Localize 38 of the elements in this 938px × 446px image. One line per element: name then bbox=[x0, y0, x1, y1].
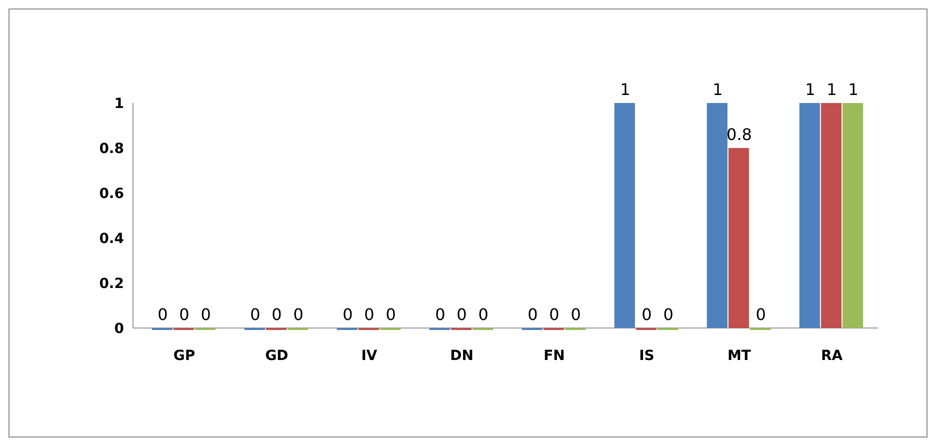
x-tick-label: DN bbox=[450, 348, 474, 364]
y-tick-label: 0.4 bbox=[99, 231, 124, 247]
x-tick-label: IS bbox=[639, 348, 654, 364]
data-label: 0 bbox=[663, 305, 674, 324]
data-label: 0 bbox=[478, 305, 488, 324]
x-tick-label: FN bbox=[544, 348, 565, 364]
data-label: 1 bbox=[712, 80, 723, 99]
data-label: 0 bbox=[642, 305, 652, 324]
x-tick-label: IV bbox=[361, 348, 378, 364]
data-label: 0 bbox=[570, 305, 581, 324]
y-tick-label: 1 bbox=[114, 96, 124, 112]
y-tick-label: 0.2 bbox=[99, 276, 124, 292]
data-label: 0 bbox=[250, 305, 260, 324]
x-tick-label: MT bbox=[728, 348, 752, 364]
data-label: 0 bbox=[200, 305, 211, 324]
data-label: 0 bbox=[158, 305, 168, 324]
x-tick-label: RA bbox=[820, 348, 843, 364]
data-label: 0 bbox=[756, 305, 766, 324]
data-label: 0 bbox=[528, 305, 538, 324]
data-label: 1 bbox=[848, 80, 858, 99]
data-label: 0 bbox=[272, 305, 282, 324]
data-label: 0 bbox=[293, 305, 304, 324]
data-label: 0 bbox=[179, 305, 190, 324]
data-label: 0 bbox=[386, 305, 396, 324]
data-label: 0 bbox=[435, 305, 446, 324]
data-label: 0 bbox=[364, 305, 374, 324]
data-label: 0 bbox=[456, 305, 467, 324]
data-label: 1 bbox=[805, 80, 816, 99]
y-tick-label: 0.8 bbox=[99, 141, 124, 157]
data-label: 0 bbox=[342, 305, 353, 324]
x-tick-label: GP bbox=[173, 348, 196, 364]
data-label: 1 bbox=[620, 80, 630, 99]
data-label: 0 bbox=[549, 305, 560, 324]
data-label: 1 bbox=[826, 80, 837, 99]
data-label: 0.8 bbox=[726, 125, 752, 144]
x-tick-label: GD bbox=[265, 348, 288, 364]
y-tick-label: 0.6 bbox=[99, 186, 124, 202]
y-tick-label: 0 bbox=[114, 321, 124, 337]
